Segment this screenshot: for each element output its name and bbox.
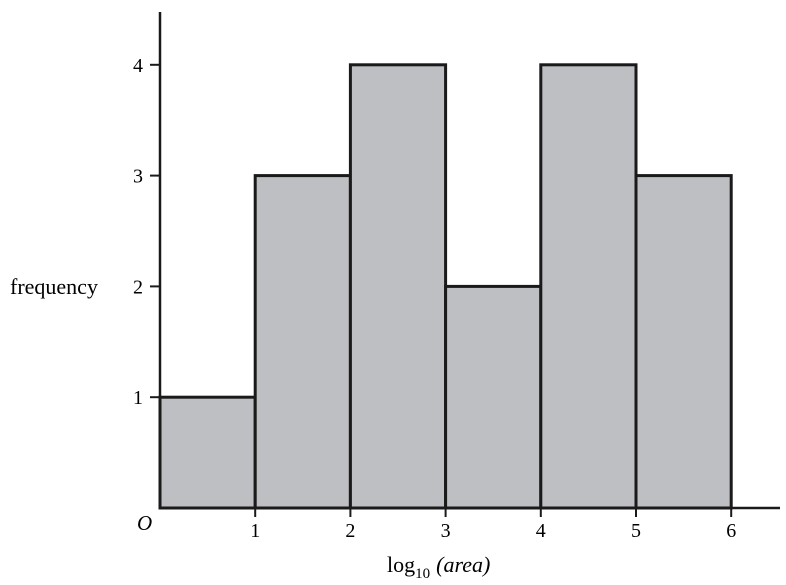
origin-label: O — [137, 511, 152, 535]
x-tick-label: 6 — [726, 520, 736, 542]
x-tick-label: 4 — [536, 520, 546, 542]
x-ticks-group: 1 2 3 4 5 6 — [250, 508, 736, 542]
histogram-bar-1 — [158, 395, 257, 510]
histogram-bar-5 — [539, 63, 638, 510]
histogram-bar-4 — [444, 284, 543, 510]
y-tick-label: 1 — [133, 387, 143, 409]
x-axis-label: log10 (area) — [387, 552, 490, 582]
y-axis-label: frequency — [10, 274, 98, 299]
x-tick-label: 5 — [631, 520, 641, 542]
histogram-bar-6 — [634, 174, 733, 510]
histogram-bar-2 — [253, 174, 352, 510]
histogram-bar-3 — [348, 63, 448, 510]
y-tick-label: 4 — [133, 55, 143, 77]
y-tick-label: 3 — [133, 166, 143, 188]
y-ticks-group: 1 2 3 4 — [133, 55, 160, 409]
x-axis-label-subscript: 10 — [415, 566, 430, 582]
x-axis-label-variable: (area) — [436, 552, 490, 577]
bars-group — [158, 63, 733, 510]
x-tick-label: 1 — [250, 520, 260, 542]
x-tick-label: 2 — [345, 520, 355, 542]
x-tick-label: 3 — [441, 520, 451, 542]
y-tick-label: 2 — [133, 276, 143, 298]
x-axis-label-main: log — [387, 552, 415, 577]
